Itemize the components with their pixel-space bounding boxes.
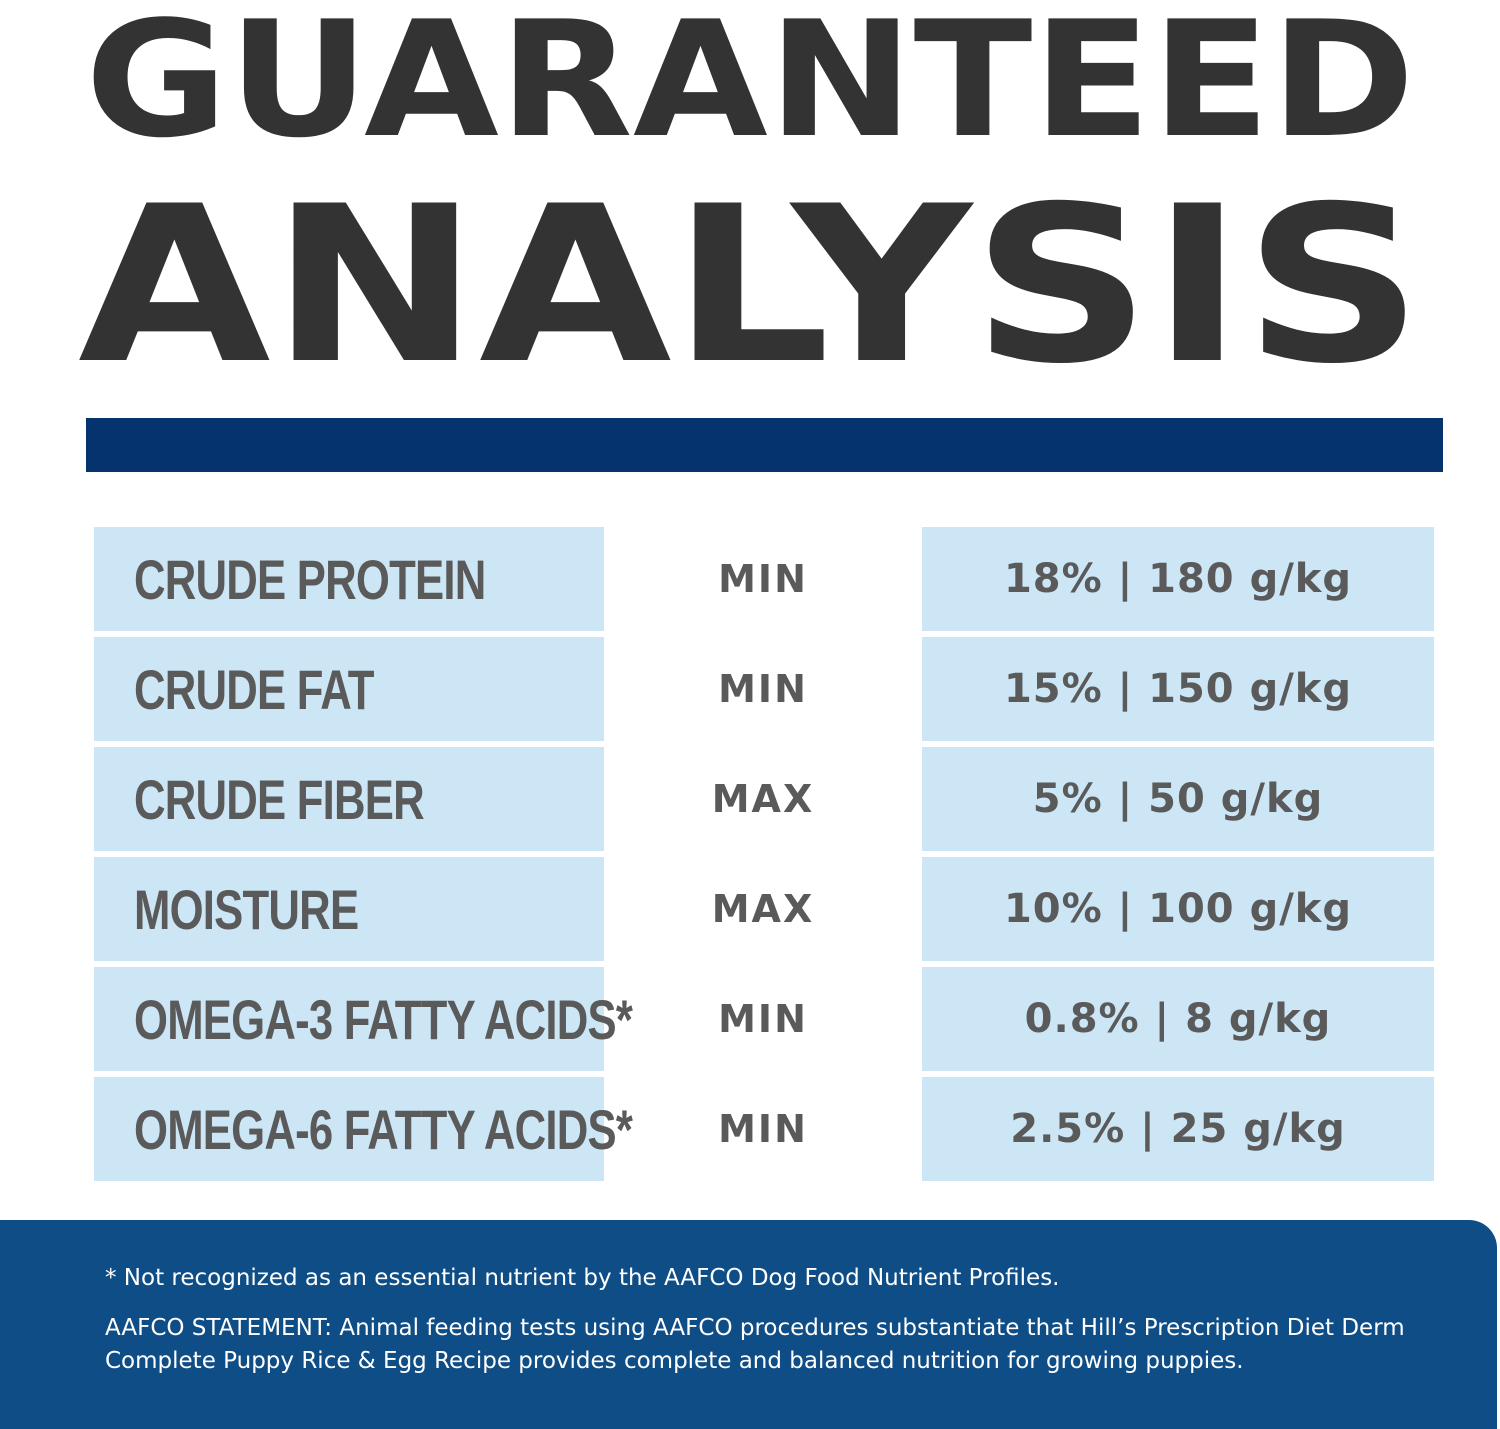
min-max-label: MIN [718,667,808,711]
nutrient-value: 15% | 150 g/kg [922,637,1434,741]
table-row: MOISTURE MAX 10% | 100 g/kg [0,857,1500,961]
table-row: CRUDE FAT MIN 15% | 150 g/kg [0,637,1500,741]
nutrient-name-cell: CRUDE FAT [94,637,604,741]
analysis-table: CRUDE PROTEIN MIN 18% | 180 g/kg CRUDE F… [0,527,1500,1187]
nutrient-name-cell: CRUDE FIBER [94,747,604,851]
title-line-analysis: ANALYSIS [77,160,1423,411]
nutrient-name: OMEGA-6 FATTY ACIDS* [134,1097,633,1161]
min-max-label: MIN [718,997,808,1041]
footnote-text: * Not recognized as an essential nutrien… [105,1265,1060,1291]
table-row: CRUDE PROTEIN MIN 18% | 180 g/kg [0,527,1500,631]
nutrient-name: CRUDE FAT [134,657,374,721]
title-underline-bar [86,418,1443,472]
nutrient-name-cell: MOISTURE [94,857,604,961]
min-max-label: MIN [718,1107,808,1151]
nutrient-name: CRUDE FIBER [134,767,425,831]
nutrient-value: 2.5% | 25 g/kg [922,1077,1434,1181]
table-row: OMEGA-3 FATTY ACIDS* MIN 0.8% | 8 g/kg [0,967,1500,1071]
min-max-label: MAX [711,777,815,821]
nutrient-name: OMEGA-3 FATTY ACIDS* [134,987,633,1051]
aafco-statement-text: AAFCO STATEMENT: Animal feeding tests us… [105,1315,1405,1374]
table-row: CRUDE FIBER MAX 5% | 50 g/kg [0,747,1500,851]
nutrient-name: MOISTURE [134,877,359,941]
nutrient-value: 10% | 100 g/kg [922,857,1434,961]
nutrient-name-cell: OMEGA-6 FATTY ACIDS* [94,1077,633,1181]
nutrient-value: 18% | 180 g/kg [922,527,1434,631]
min-max-label: MIN [718,557,808,601]
nutrient-name-cell: CRUDE PROTEIN [94,527,604,631]
nutrient-value: 5% | 50 g/kg [922,747,1434,851]
table-row: OMEGA-6 FATTY ACIDS* MIN 2.5% | 25 g/kg [0,1077,1500,1181]
nutrient-name-cell: OMEGA-3 FATTY ACIDS* [94,967,633,1071]
footer-panel: * Not recognized as an essential nutrien… [0,1220,1497,1429]
title-line-guaranteed: GUARANTEED [85,0,1416,173]
nutrient-value: 0.8% | 8 g/kg [922,967,1434,1071]
min-max-label: MAX [711,887,815,931]
nutrient-name: CRUDE PROTEIN [134,547,486,611]
